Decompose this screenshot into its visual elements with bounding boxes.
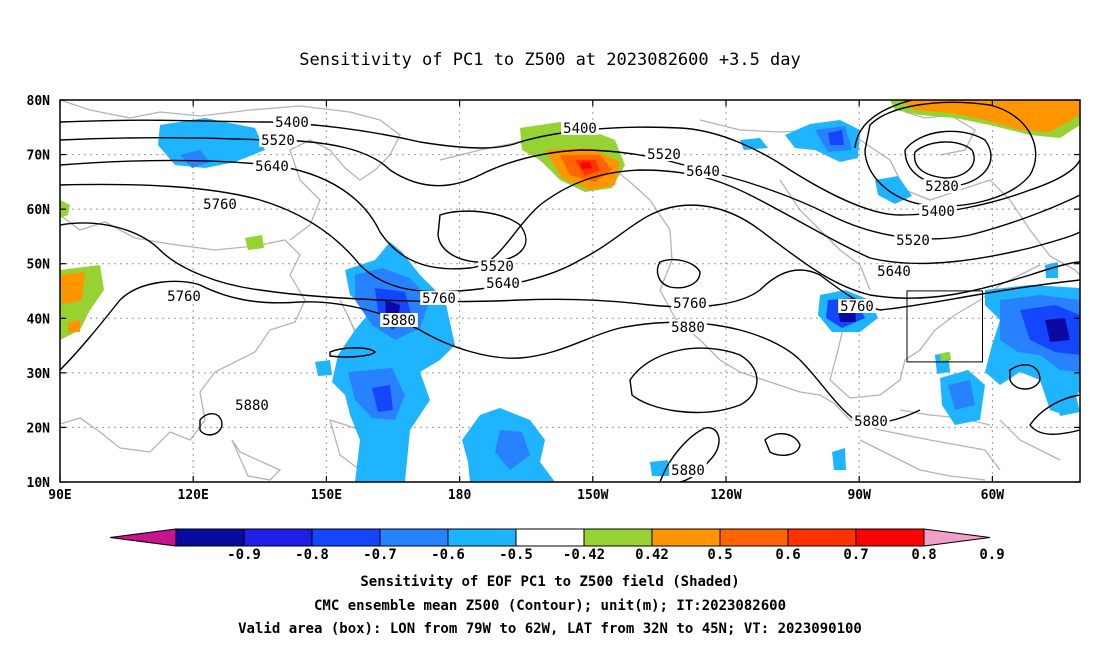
contour-label: 5640 [255, 159, 289, 175]
contour-label-bg [852, 414, 890, 428]
contour-label-bg [671, 296, 709, 310]
contour-label: 5880 [382, 313, 416, 329]
colorbar-label: 0.42 [635, 547, 669, 563]
caption-line-1: Sensitivity of EOF PC1 to Z500 field (Sh… [360, 574, 740, 590]
chart-title: Sensitivity of PC1 to Z500 at 2023082600… [299, 50, 801, 70]
contour-label-bg [923, 179, 961, 193]
lat-tick-label: 30N [27, 367, 51, 382]
colorbar-label: 0.6 [775, 547, 800, 563]
lon-tick-label: 120W [710, 488, 741, 503]
colorbar-label: -0.8 [295, 547, 329, 563]
lat-tick-label: 40N [27, 312, 51, 327]
lon-tick-label: 180 [448, 488, 472, 503]
contour-label: 5280 [925, 179, 959, 195]
colorbar-label: 0.7 [843, 547, 868, 563]
colorbar-bin [855, 528, 925, 547]
contour-label-bg [253, 159, 291, 173]
valid-area-box [906, 290, 983, 363]
contour-label-bg [420, 291, 458, 305]
lon-tick-label: 90W [847, 488, 871, 503]
colorbar-bin [719, 528, 789, 547]
colorbar-bin [447, 528, 517, 547]
lat-tick-label: 80N [27, 94, 51, 109]
map-frame [59, 99, 1081, 483]
contour-label-bg [561, 121, 599, 135]
lon-tick-label: 90E [48, 488, 71, 503]
contour-label: 5520 [647, 147, 681, 163]
contour-label: 5880 [671, 320, 705, 336]
colorbar-label: 0.8 [911, 547, 936, 563]
colorbar-label: -0.5 [499, 547, 533, 563]
lon-tick-label: 150E [311, 488, 342, 503]
lon-tick-label: 120E [178, 488, 209, 503]
colorbar-label: -0.7 [363, 547, 397, 563]
colorbar-bin [243, 528, 313, 547]
lat-tick-label: 60N [27, 203, 51, 218]
colorbar-min-triangle [109, 528, 177, 547]
colorbar-max-triangle [923, 528, 991, 547]
contour-label-bg [478, 259, 516, 273]
colorbar-bin [787, 528, 857, 547]
lon-tick-label: 150W [577, 488, 608, 503]
colorbar-label: 0.5 [707, 547, 732, 563]
colorbar-label: 0.9 [979, 547, 1004, 563]
contour-label: 5880 [854, 414, 888, 430]
contour-label: 5760 [840, 299, 874, 315]
colorbar-bin [583, 528, 653, 547]
contour-label: 5520 [261, 133, 295, 149]
colorbar-bin [651, 528, 721, 547]
contour-label-bg [380, 313, 418, 327]
contour-label: 5880 [235, 398, 269, 414]
colorbar-bin [311, 528, 381, 547]
contour-label: 5640 [877, 264, 911, 280]
contour-label-bg [684, 164, 722, 178]
contour-label: 5760 [422, 291, 456, 307]
caption-line-3: Valid area (box): LON from 79W to 62W, L… [238, 621, 862, 637]
lat-tick-label: 10N [27, 476, 51, 491]
colorbar-bin [175, 528, 245, 547]
colorbar-label: -0.42 [563, 547, 605, 563]
contour-label-bg [838, 299, 876, 313]
contour-label: 5400 [563, 121, 597, 137]
colorbar-label: -0.9 [227, 547, 261, 563]
contour-label-bg [273, 115, 311, 129]
colorbar-label: -0.6 [431, 547, 465, 563]
contour-label-bg [875, 264, 913, 278]
contour-label: 5400 [921, 204, 955, 220]
contour-label-bg [201, 197, 239, 211]
contour-label: 5760 [167, 289, 201, 305]
contour-label: 5520 [896, 233, 930, 249]
colorbar-bin [379, 528, 449, 547]
positive-sensitivity-shading [60, 100, 1080, 361]
lat-tick-label: 70N [27, 149, 51, 164]
contour-label: 5520 [480, 259, 514, 275]
lat-tick-label: 20N [27, 421, 51, 436]
contour-label: 5760 [673, 296, 707, 312]
contour-label-bg [484, 276, 522, 290]
contour-label: 5640 [686, 164, 720, 180]
contour-label-bg [645, 147, 683, 161]
contour-label-bg [919, 204, 957, 218]
contour-label: 5400 [275, 115, 309, 131]
lon-tick-label: 60W [981, 488, 1005, 503]
contour-label: 5880 [671, 463, 705, 479]
contour-label-bg [894, 233, 932, 247]
contour-label: 5760 [203, 197, 237, 213]
contour-label-bg [669, 320, 707, 334]
contour-label: 5640 [486, 276, 520, 292]
contour-label-bg [233, 398, 271, 412]
contour-label-bg [259, 133, 297, 147]
contour-label-bg [669, 463, 707, 477]
caption-line-2: CMC ensemble mean Z500 (Contour); unit(m… [313, 598, 786, 614]
colorbar-bin [515, 528, 585, 547]
lat-tick-label: 50N [27, 258, 51, 273]
contour-label-bg [165, 289, 203, 303]
